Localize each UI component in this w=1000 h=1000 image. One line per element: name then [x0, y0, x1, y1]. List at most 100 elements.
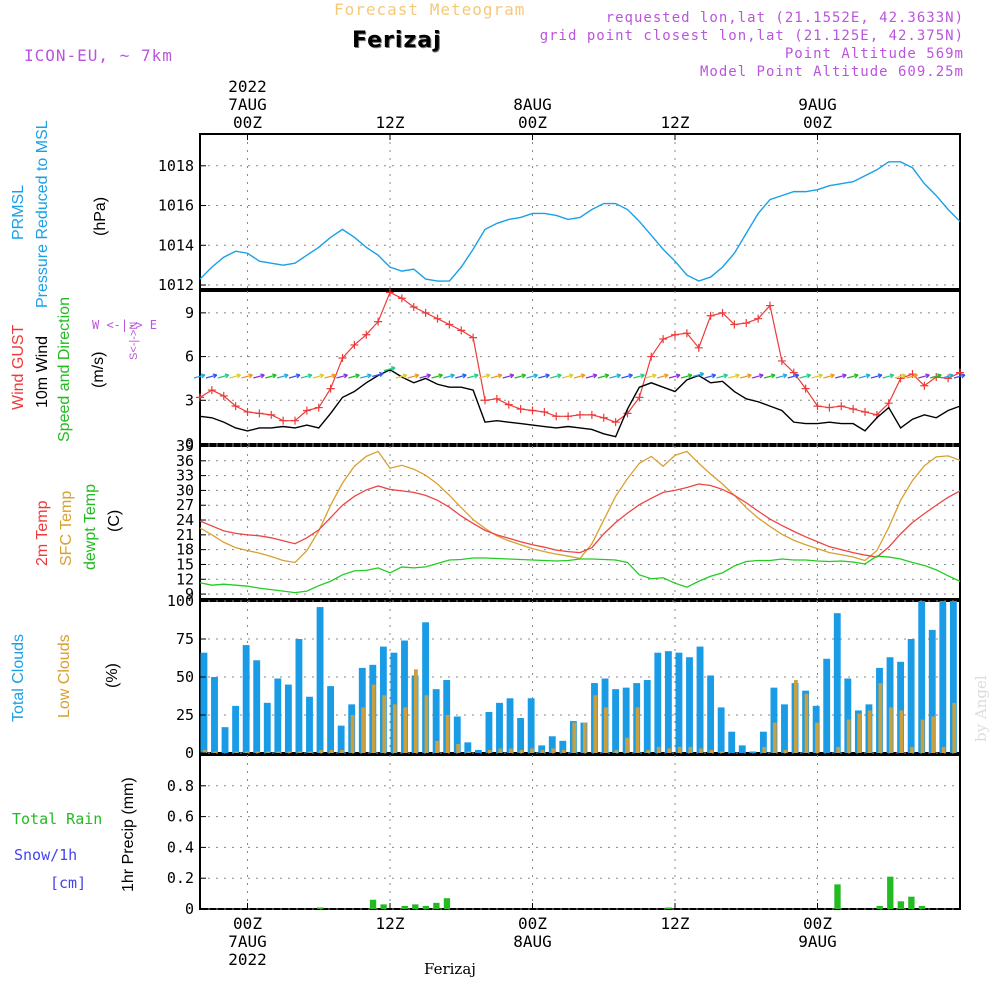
y-tick-label: 33	[176, 467, 194, 485]
total-cloud-bar	[781, 704, 788, 753]
panel-frame-2	[199, 445, 961, 600]
total-cloud-bar	[717, 707, 725, 753]
low-cloud-bar	[561, 749, 566, 753]
y-tick-label: 0.6	[167, 808, 194, 826]
gust-point	[516, 405, 525, 414]
low-cloud-bar	[667, 748, 672, 753]
low-cloud-bar	[709, 749, 714, 753]
wind10-line	[199, 368, 961, 438]
low-cloud-bar	[509, 748, 513, 753]
total-cloud-bar	[274, 678, 282, 753]
bottom-time-label: 7AUG	[228, 932, 267, 951]
gust-point	[291, 416, 299, 425]
low-cloud-bar	[899, 710, 904, 753]
location-title: Ferizaj	[352, 28, 442, 53]
y-tick-label: 50	[176, 668, 194, 686]
gust-point	[730, 320, 739, 329]
low-cloud-bar	[677, 746, 682, 753]
wind-direction-arrow	[395, 373, 408, 379]
low-cloud-bar	[466, 751, 471, 753]
low-cloud-bar	[540, 749, 545, 753]
total-cloud-bar	[390, 652, 398, 753]
total-cloud-bar	[844, 678, 852, 753]
wind-direction-arrow	[811, 373, 823, 379]
low-cloud-bar	[952, 702, 957, 753]
gust-point	[920, 381, 929, 390]
rain-bar	[918, 905, 926, 909]
wind-direction-arrow	[941, 373, 954, 379]
wind-direction-arrow	[609, 373, 622, 379]
total-cloud-bar	[453, 716, 461, 753]
pressure-line	[199, 161, 961, 282]
low-cloud-bar	[487, 749, 492, 753]
wind-direction-arrow	[276, 373, 289, 379]
gust-point	[801, 384, 810, 393]
total-cloud-bar	[221, 727, 229, 753]
total-cloud-bar	[401, 640, 408, 753]
wind-direction-arrow	[953, 373, 966, 379]
rain-bar	[876, 905, 883, 909]
rain-bar	[908, 896, 915, 909]
wind-direction-arrow	[193, 373, 206, 379]
total-cloud-bar	[664, 651, 672, 753]
temp2m-line	[199, 483, 961, 558]
rain-label: Total Rain	[12, 810, 103, 828]
gust-point	[825, 403, 834, 412]
y-tick-label: 100	[167, 592, 194, 610]
low-cloud-bar	[287, 751, 292, 753]
y-tick-label: 0	[185, 900, 194, 918]
rain-bar	[317, 907, 324, 909]
gust-point	[219, 391, 228, 400]
total-cloud-bar	[759, 731, 767, 753]
wind-direction-arrow	[466, 373, 479, 379]
wind-direction-arrow	[419, 373, 432, 379]
gust-point	[504, 400, 513, 409]
low-cloud-bar	[308, 751, 313, 753]
wind-direction-arrow	[324, 373, 337, 379]
total-cloud-bar	[949, 601, 957, 753]
low-cloud-bar	[931, 716, 936, 753]
rain-bar	[834, 884, 841, 909]
wind-direction-arrow	[348, 373, 360, 379]
top-time-label: 12Z	[376, 113, 405, 132]
wind-direction-arrow	[846, 373, 859, 379]
low-cloud-bar	[720, 751, 724, 753]
gust-point	[611, 418, 620, 427]
wind-direction-arrow	[336, 373, 348, 379]
snow-unit: [cm]	[50, 874, 87, 892]
wind-direction-arrow	[728, 373, 740, 379]
gust-point	[766, 301, 774, 310]
low-cloud-bar	[445, 715, 450, 753]
low-cloud-bar	[582, 722, 587, 753]
wind-direction-arrow	[585, 373, 598, 379]
low-cloud-bar	[255, 751, 260, 753]
bottom-time-label: 12Z	[376, 914, 405, 933]
gust-point	[754, 314, 763, 323]
wind-direction-arrow	[704, 373, 717, 379]
footer-location: Ferizaj	[424, 960, 476, 978]
bottom-time-label: 9AUG	[798, 932, 837, 951]
y-tick-label: 1018	[158, 157, 194, 175]
gust-point	[255, 409, 264, 418]
total-cloud-bar	[432, 689, 440, 753]
top-time-label: 2022	[228, 77, 267, 96]
low-cloud-bar	[604, 707, 608, 753]
wind-direction-arrow	[787, 373, 800, 379]
wind-direction-arrow	[775, 373, 788, 379]
gust-point	[718, 308, 727, 317]
wind-direction-arrow	[763, 373, 776, 379]
top-time-label: 9AUG	[798, 95, 837, 114]
gust-point	[659, 335, 668, 344]
gust-point	[231, 402, 240, 411]
low-cloud-bar	[551, 748, 556, 753]
gust-point	[587, 410, 596, 419]
total-cloud-bar	[527, 698, 535, 753]
low-cloud-bar	[245, 751, 249, 753]
model-label: ICON-EU, ~ 7km	[24, 46, 173, 65]
low-cloud-bar	[266, 751, 271, 753]
model-altitude: Model Point Altitude 609.25m	[699, 64, 964, 80]
wind-direction-arrow	[312, 373, 325, 379]
wind-direction-arrow	[383, 366, 396, 372]
gust-point	[362, 330, 371, 339]
low-cloud-bar	[340, 749, 344, 753]
